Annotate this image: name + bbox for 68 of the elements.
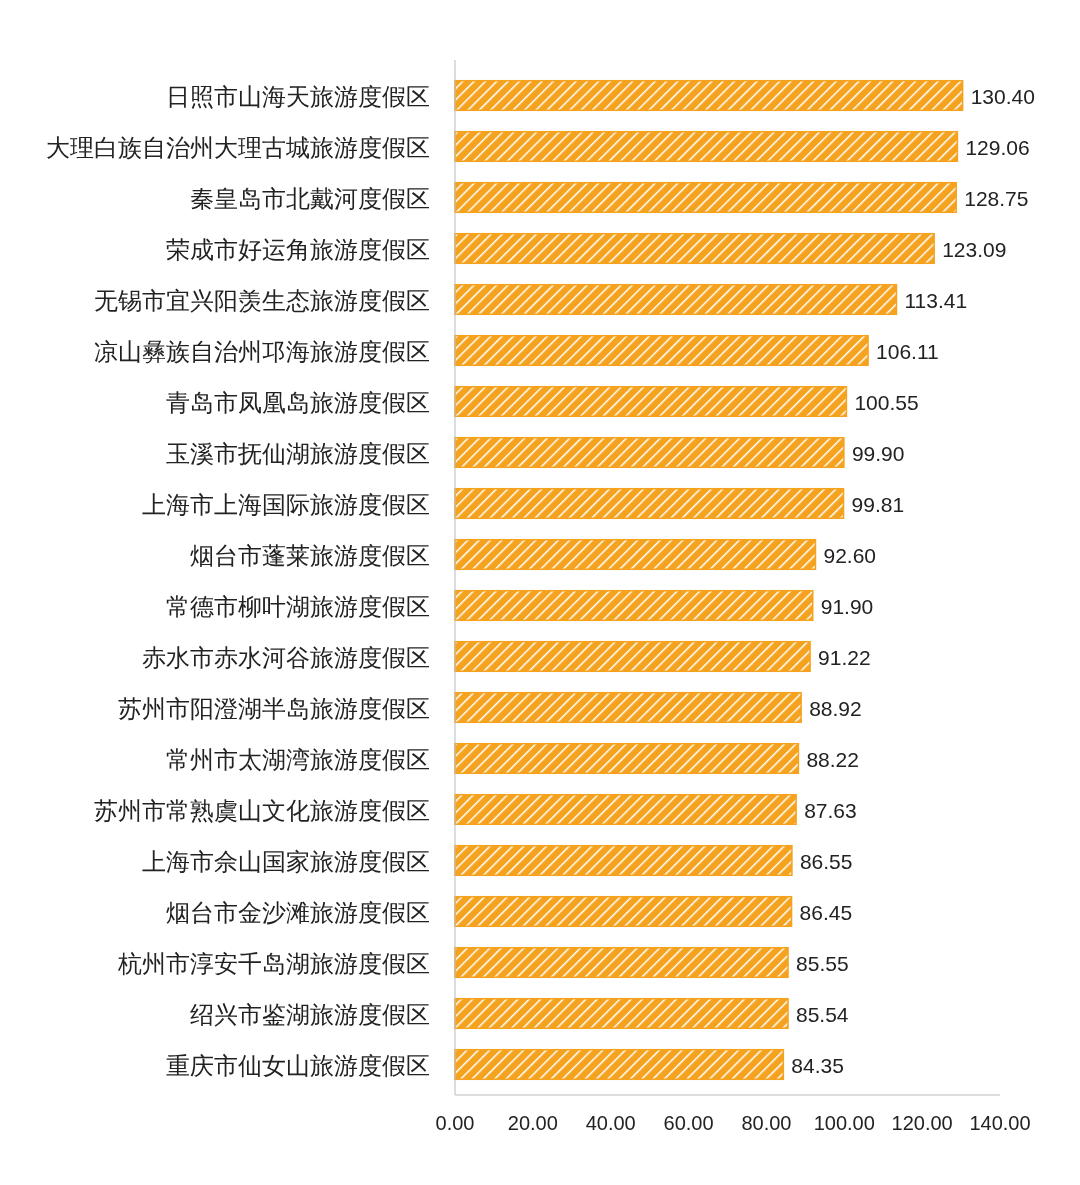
data-label: 87.63 [804, 798, 857, 822]
data-label: 130.40 [970, 84, 1035, 108]
bar [454, 436, 845, 469]
y-tick-label: 玉溪市抚仙湖旅游度假区 [166, 439, 430, 467]
data-label: 100.55 [854, 390, 919, 414]
data-label: 113.41 [904, 288, 968, 312]
y-tick-label: 苏州市常熟虞山文化旅游度假区 [94, 796, 430, 824]
data-label: 85.55 [796, 951, 849, 975]
data-label: 88.92 [809, 696, 862, 720]
y-tick-label: 绍兴市鉴湖旅游度假区 [190, 1000, 430, 1028]
y-tick-label: 上海市上海国际旅游度假区 [142, 490, 430, 518]
x-tick-label: 40.00 [585, 1112, 636, 1134]
bar [454, 1048, 785, 1081]
bar [454, 895, 793, 928]
data-label: 88.22 [806, 747, 859, 771]
data-label: 84.35 [791, 1053, 844, 1077]
bar [454, 742, 800, 775]
bar [454, 385, 848, 418]
data-label: 128.75 [964, 186, 1029, 210]
y-tick-label: 日照市山海天旅游度假区 [166, 82, 430, 110]
y-tick-label: 上海市佘山国家旅游度假区 [142, 847, 430, 875]
bar [454, 946, 789, 979]
x-tick-label: 60.00 [663, 1112, 714, 1134]
data-label: 91.22 [818, 645, 871, 669]
y-tick-label: 大理白族自治州大理古城旅游度假区 [46, 133, 430, 161]
data-label: 86.55 [799, 849, 853, 873]
data-label: 106.11 [876, 339, 939, 363]
x-tick-label: 0.00 [435, 1112, 475, 1134]
y-tick-label: 常州市太湖湾旅游度假区 [166, 745, 430, 773]
bar [454, 334, 869, 367]
bar [454, 130, 959, 163]
y-tick-label: 苏州市阳澄湖半岛旅游度假区 [118, 694, 430, 722]
x-tick-label: 80.00 [741, 1112, 792, 1134]
data-label: 86.45 [799, 900, 853, 924]
bar [454, 691, 802, 724]
bar [454, 538, 817, 571]
y-tick-label: 烟台市蓬莱旅游度假区 [190, 541, 430, 569]
bar [454, 79, 964, 112]
data-label: 85.54 [795, 1002, 849, 1026]
y-tick-label: 荣成市好运角旅游度假区 [166, 235, 430, 263]
bar [454, 793, 797, 826]
data-label: 99.90 [851, 441, 905, 465]
data-label: 99.81 [851, 492, 905, 516]
x-tick-label: 100.00 [813, 1112, 875, 1134]
y-tick-label: 烟台市金沙滩旅游度假区 [166, 898, 430, 926]
y-tick-label: 无锡市宜兴阳羡生态旅游度假区 [94, 286, 430, 314]
data-label: 123.09 [942, 237, 1007, 261]
y-tick-label: 秦皇岛市北戴河度假区 [190, 184, 430, 212]
bar [454, 283, 898, 316]
bar [454, 232, 935, 265]
bar [454, 997, 789, 1030]
x-tick-label: 140.00 [969, 1112, 1031, 1134]
y-tick-label: 重庆市仙女山旅游度假区 [166, 1051, 430, 1079]
y-tick-label: 赤水市赤水河谷旅游度假区 [142, 643, 430, 671]
data-label: 129.06 [965, 135, 1030, 159]
bar [454, 181, 957, 214]
bar [454, 640, 811, 673]
bar [454, 487, 845, 520]
x-tick-label: 120.00 [891, 1112, 953, 1134]
y-tick-label: 青岛市凤凰岛旅游度假区 [166, 388, 430, 416]
data-label: 92.60 [823, 543, 877, 567]
bar [454, 589, 814, 622]
bar [454, 844, 793, 877]
y-tick-label: 常德市柳叶湖旅游度假区 [166, 592, 430, 620]
x-tick-label: 20.00 [507, 1112, 558, 1134]
y-tick-label: 杭州市淳安千岛湖旅游度假区 [117, 949, 430, 977]
y-tick-label: 凉山彝族自治州邛海旅游度假区 [94, 337, 430, 365]
data-label: 91.90 [820, 594, 874, 618]
